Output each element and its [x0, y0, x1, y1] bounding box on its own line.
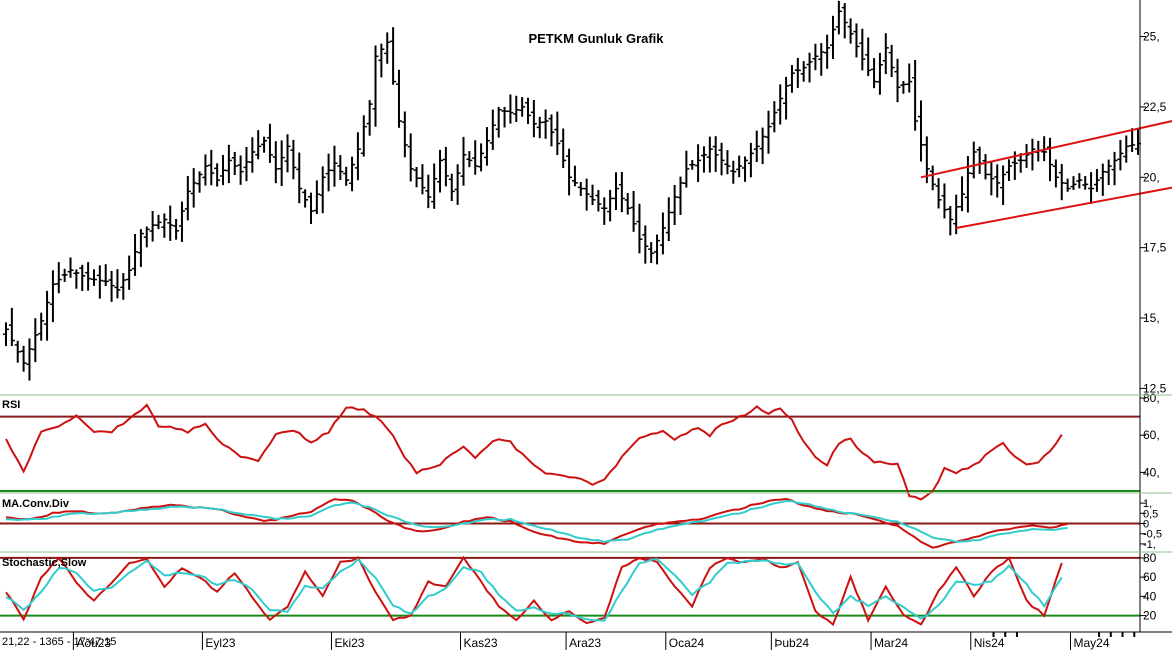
y-tick-label: 17,5	[1143, 241, 1167, 255]
y-tick-label: 60	[1143, 570, 1157, 584]
y-tick-label: 12,5	[1143, 381, 1167, 395]
x-tick-label: Ara23	[569, 636, 601, 650]
rsi-title: RSI	[2, 399, 20, 411]
price-panel: 25, 22,5 20, 17,5 15, 12,5	[3, 0, 1172, 395]
stochastic-panel: 80 60 40 20	[0, 551, 1157, 627]
y-tick-label: 20	[1143, 609, 1157, 623]
y-tick-label: 1,	[1143, 498, 1152, 510]
y-tick-label: 60,	[1143, 428, 1160, 442]
y-tick-label: 40,	[1143, 465, 1160, 479]
macd-panel: 1,0,50-0,5-1,	[0, 497, 1162, 551]
y-tick-label: 0	[1143, 519, 1149, 531]
y-tick-label: -1,	[1143, 539, 1156, 551]
x-tick-label: Eki23	[334, 636, 364, 650]
chart-title: PETKM Gunluk Grafik	[528, 31, 664, 46]
stochastic-title: Stochastic,Slow	[2, 557, 87, 569]
y-tick-label: 80	[1143, 551, 1157, 565]
y-tick-label: 40	[1143, 589, 1157, 603]
y-tick-label: 22,5	[1143, 100, 1167, 114]
x-tick-label: Nis24	[974, 636, 1005, 650]
macd-title: MA.Conv.Div	[2, 498, 70, 510]
y-tick-label: 20,	[1143, 170, 1160, 184]
y-tick-label: 0,5	[1143, 508, 1158, 520]
x-tick-label: Þub24	[774, 636, 809, 650]
indicator-line	[5, 555, 1063, 627]
x-tick-label: May24	[1073, 636, 1109, 650]
y-tick-label: 15,	[1143, 311, 1160, 325]
x-tick-label: Kas23	[463, 636, 497, 650]
x-tick-label: Eyl23	[205, 636, 235, 650]
x-tick-label: Aðu23	[76, 636, 111, 650]
x-tick-label: Oca24	[669, 636, 705, 650]
y-tick-label: -0,5	[1143, 529, 1162, 541]
indicator-line	[5, 557, 1063, 622]
y-tick-label: 25,	[1143, 30, 1160, 44]
y-tick-label: 80,	[1143, 391, 1160, 405]
status-info: 21,22 - 1365 - 17:47:15	[2, 636, 116, 648]
trend-channel-line	[955, 186, 1172, 229]
indicator-line	[5, 403, 1063, 501]
x-tick-label: Mar24	[874, 636, 908, 650]
indicator-line	[5, 499, 1068, 544]
trend-channel-line	[920, 120, 1172, 179]
